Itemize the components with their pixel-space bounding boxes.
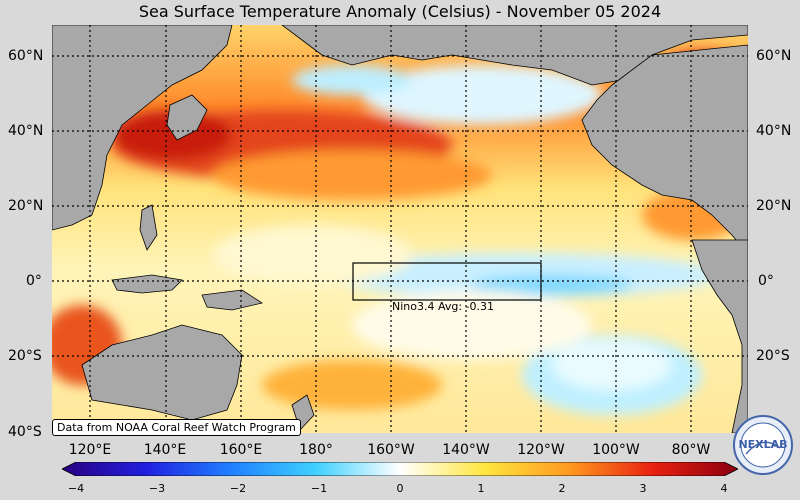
lon-label: 80°W bbox=[671, 442, 711, 458]
lat-label-left: 60°N bbox=[8, 48, 44, 64]
lat-label-left: 20°N bbox=[8, 198, 44, 214]
lat-label-left: 40°S bbox=[8, 424, 42, 440]
colorbar-tick-label: 2 bbox=[558, 482, 566, 495]
colorbar-tick-label: −3 bbox=[148, 482, 166, 495]
colorbar-tick-label: −1 bbox=[310, 482, 328, 495]
map-title: Sea Surface Temperature Anomaly (Celsius… bbox=[138, 2, 662, 21]
lat-label-right: 0° bbox=[758, 273, 774, 289]
lat-label-right: 20°N bbox=[756, 198, 792, 214]
graticule bbox=[52, 25, 748, 433]
colorbar-tick-label: 3 bbox=[639, 482, 647, 495]
lon-label: 120°E bbox=[68, 442, 112, 458]
land-masses bbox=[52, 25, 748, 433]
svg-text:NEXLAB: NEXLAB bbox=[738, 438, 787, 451]
sst-anomaly-map bbox=[52, 25, 748, 433]
colorbar-tick-label: 0 bbox=[396, 482, 404, 495]
lon-label: 100°W bbox=[592, 442, 640, 458]
lat-label-right: 20°S bbox=[756, 348, 790, 364]
lon-label: 180° bbox=[299, 442, 333, 458]
lon-label: 140°W bbox=[442, 442, 490, 458]
lat-label-left: 0° bbox=[26, 273, 42, 289]
colorbar-tick-label: −2 bbox=[229, 482, 247, 495]
colorbar bbox=[62, 462, 738, 476]
lon-label: 120°W bbox=[517, 442, 565, 458]
nexlab-logo: NEXLAB bbox=[733, 415, 793, 475]
nino34-label: Nino3.4 Avg: -0.31 bbox=[392, 300, 495, 313]
lon-label: 160°E bbox=[219, 442, 263, 458]
lon-label: 160°W bbox=[367, 442, 415, 458]
lat-label-right: 60°N bbox=[756, 48, 792, 64]
lon-label: 140°E bbox=[143, 442, 187, 458]
lat-label-left: 40°N bbox=[8, 123, 44, 139]
colorbar-tick-label: 4 bbox=[720, 482, 728, 495]
colorbar-tick-label: −4 bbox=[67, 482, 85, 495]
lat-label-left: 20°S bbox=[8, 348, 42, 364]
lat-label-right: 40°N bbox=[756, 123, 792, 139]
nino34-box bbox=[352, 262, 542, 301]
data-credit: Data from NOAA Coral Reef Watch Program bbox=[52, 419, 301, 436]
colorbar-tick-label: 1 bbox=[477, 482, 485, 495]
